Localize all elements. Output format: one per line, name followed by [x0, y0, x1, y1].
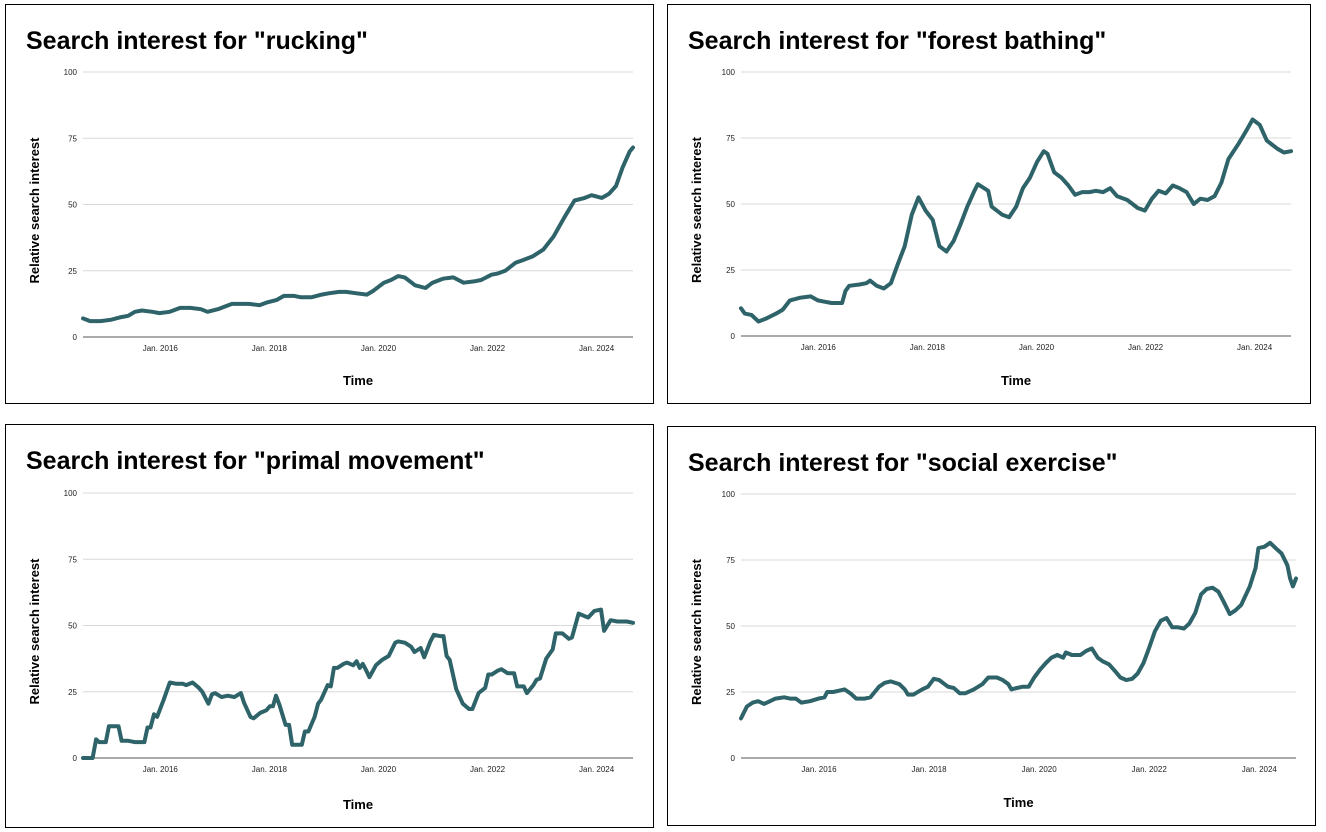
x-tick-label: Jan. 2022	[1128, 343, 1164, 352]
x-tick-label: Jan. 2016	[801, 343, 837, 352]
line-chart-forest-bathing: Search interest for "forest bathing" 0 25 5…	[688, 27, 1293, 388]
y-axis-label: Relative search interest	[689, 136, 704, 283]
y-tick-label: 75	[68, 134, 77, 143]
y-tick-label: 0	[731, 754, 736, 763]
chart-panel-primal-movement: Search interest for "primal movement" 0 25…	[5, 424, 654, 828]
y-tick-label: 25	[68, 688, 77, 697]
x-tick-label: Jan. 2020	[1022, 765, 1058, 774]
x-tick-label: Jan. 2022	[470, 344, 506, 353]
x-tick-label: Jan. 2018	[252, 765, 288, 774]
series-line	[739, 117, 1293, 324]
x-tick-label: Jan. 2024	[579, 344, 615, 353]
x-tick-label: Jan. 2022	[470, 765, 506, 774]
y-tick-label: 0	[73, 333, 78, 342]
series-line	[81, 607, 635, 760]
line-chart-social-exercise: Search interest for "social exercise" 0 25…	[688, 449, 1298, 810]
chart-title: Search interest for "forest bathing"	[688, 27, 1106, 55]
x-tick-label: Jan. 2018	[911, 765, 947, 774]
y-tick-label: 50	[68, 201, 77, 210]
x-tick-label: Jan. 2018	[252, 344, 288, 353]
y-tick-label: 25	[726, 688, 735, 697]
x-tick-label: Jan. 2016	[143, 344, 179, 353]
y-tick-label: 0	[73, 754, 78, 763]
y-tick-label: 75	[726, 134, 735, 143]
y-axis-label: Relative search interest	[27, 137, 42, 284]
y-axis-label: Relative search interest	[689, 558, 704, 705]
chart-panel-forest-bathing: Search interest for "forest bathing" 0 25 5…	[667, 4, 1311, 404]
chart-panel-social-exercise: Search interest for "social exercise" 0 25…	[667, 426, 1316, 826]
series-line	[81, 145, 635, 324]
x-tick-label: Jan. 2024	[1237, 343, 1273, 352]
chart-title: Search interest for "rucking"	[26, 27, 368, 55]
x-tick-label: Jan. 2020	[361, 765, 397, 774]
x-tick-label: Jan. 2016	[143, 765, 179, 774]
x-tick-label: Jan. 2020	[1019, 343, 1055, 352]
x-axis-label: Time	[1001, 373, 1031, 388]
chart-title: Search interest for "social exercise"	[688, 449, 1117, 477]
y-tick-label: 75	[68, 555, 77, 564]
x-tick-label: Jan. 2020	[361, 344, 397, 353]
y-tick-label: 25	[726, 266, 735, 275]
y-tick-label: 75	[726, 556, 735, 565]
y-tick-label: 50	[726, 200, 735, 209]
x-axis-label: Time	[1003, 795, 1033, 810]
chart-title: Search interest for "primal movement"	[26, 447, 485, 475]
x-tick-label: Jan. 2024	[579, 765, 615, 774]
x-tick-label: Jan. 2018	[910, 343, 946, 352]
y-tick-label: 50	[68, 622, 77, 631]
x-axis-label: Time	[343, 797, 373, 812]
x-tick-label: Jan. 2016	[801, 765, 837, 774]
y-tick-label: 100	[64, 489, 78, 498]
chart-panel-rucking: Search interest for "rucking" 0 25 50 75 100 J…	[5, 4, 654, 404]
line-chart-primal-movement: Search interest for "primal movement" 0 25…	[26, 447, 635, 812]
y-tick-label: 100	[722, 68, 736, 77]
y-tick-label: 50	[726, 622, 735, 631]
y-tick-label: 25	[68, 267, 77, 276]
y-axis-label: Relative search interest	[27, 558, 42, 705]
y-tick-label: 100	[64, 68, 78, 77]
y-tick-label: 100	[722, 490, 736, 499]
x-axis-label: Time	[343, 373, 373, 388]
line-chart-rucking: Search interest for "rucking" 0 25 50 75 100 J…	[26, 27, 635, 388]
series-line	[739, 540, 1298, 721]
x-tick-label: Jan. 2022	[1132, 765, 1168, 774]
x-tick-label: Jan. 2024	[1242, 765, 1278, 774]
y-tick-label: 0	[731, 332, 736, 341]
